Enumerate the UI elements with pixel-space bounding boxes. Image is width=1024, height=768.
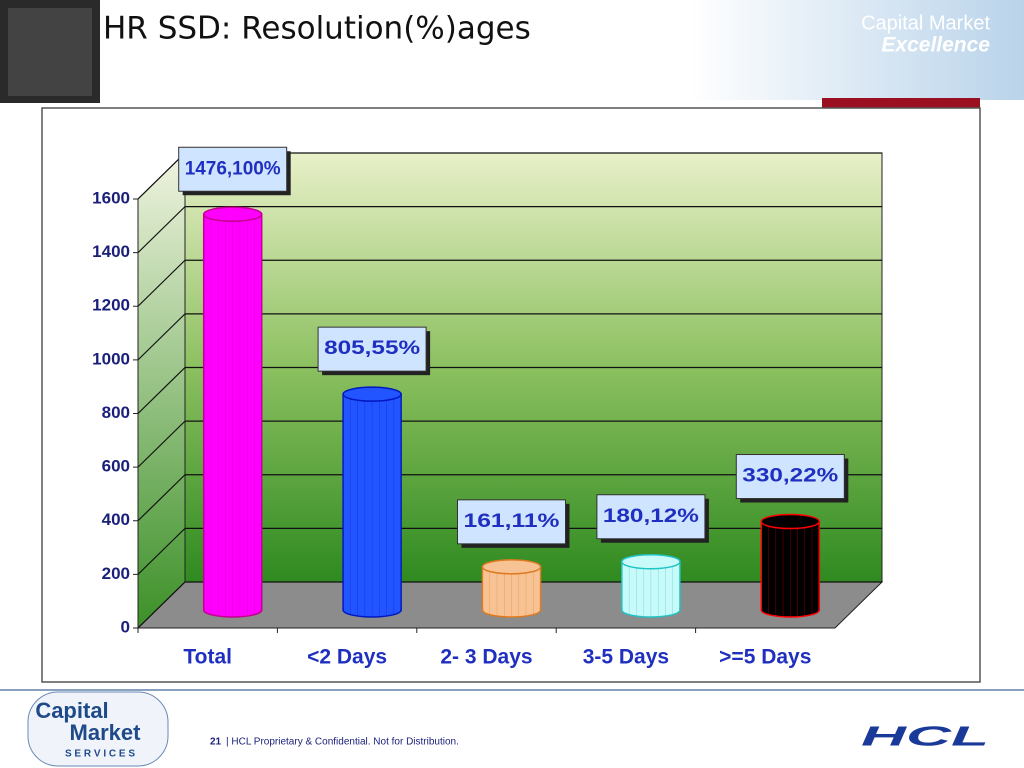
bar-top — [481, 559, 542, 575]
logo-line: Capital Market — [861, 12, 990, 34]
logo-line: Excellence — [881, 34, 990, 57]
value-label: 180,12% — [603, 506, 699, 527]
header-image-detail — [8, 8, 92, 96]
bar-top — [202, 206, 263, 222]
value-label-box — [735, 454, 845, 500]
bar-top — [342, 386, 402, 402]
x-tick-label: 2- 3 Days — [440, 646, 532, 669]
y-tick-label: 1000 — [92, 349, 130, 368]
x-tick-label: 3-5 Days — [583, 646, 669, 669]
footer-logo-badge — [27, 691, 169, 767]
footer-logo-line: Capital — [35, 698, 108, 723]
x-tick-label: Total — [183, 646, 232, 669]
grid-line — [137, 313, 186, 361]
value-label-box — [178, 146, 288, 192]
grid-line — [137, 367, 186, 414]
y-tick-label: 0 — [121, 617, 130, 636]
value-label: 1476,100% — [185, 158, 281, 179]
y-tick-label: 800 — [102, 403, 130, 422]
y-tick-label: 600 — [102, 457, 130, 476]
slide-title: HR SSD: Resolution(%)ages — [103, 11, 531, 47]
grid-line — [137, 527, 186, 575]
y-tick-label: 1200 — [92, 296, 130, 315]
y-tick-label: 200 — [102, 564, 130, 583]
value-label: 805,55% — [324, 338, 420, 359]
grid-line — [137, 152, 186, 200]
page-number: 21 — [210, 737, 222, 748]
value-label-box — [596, 494, 706, 540]
grid-line — [137, 474, 186, 522]
y-tick-label: 400 — [102, 510, 130, 529]
grid-line — [137, 420, 186, 468]
grid-line — [137, 206, 186, 254]
header-accent — [822, 98, 980, 108]
footer-text: | HCL Proprietary & Confidential. Not fo… — [226, 737, 459, 748]
header-band — [690, 0, 1024, 100]
y-tick-label: 1400 — [92, 242, 130, 261]
value-label-box — [317, 326, 427, 372]
bar-top — [621, 553, 681, 570]
value-label-box — [457, 499, 566, 545]
footer-logo-line: Market — [70, 720, 142, 745]
bar-top — [760, 513, 821, 530]
hcl-logo: HCL — [861, 720, 989, 751]
x-tick-label: >=5 Days — [719, 646, 811, 669]
value-label: 330,22% — [742, 466, 838, 487]
y-tick-label: 1600 — [92, 188, 130, 207]
grid-line — [137, 259, 186, 307]
grid-line — [137, 581, 186, 629]
chart: 0 200 400 600 800 1000 1200 1400 1600 Total 1476,1… — [92, 146, 884, 669]
value-label: 161,11% — [464, 511, 560, 532]
x-tick-label: <2 Days — [307, 646, 387, 669]
footer-logo-line: S E R V I C E S — [65, 749, 135, 760]
